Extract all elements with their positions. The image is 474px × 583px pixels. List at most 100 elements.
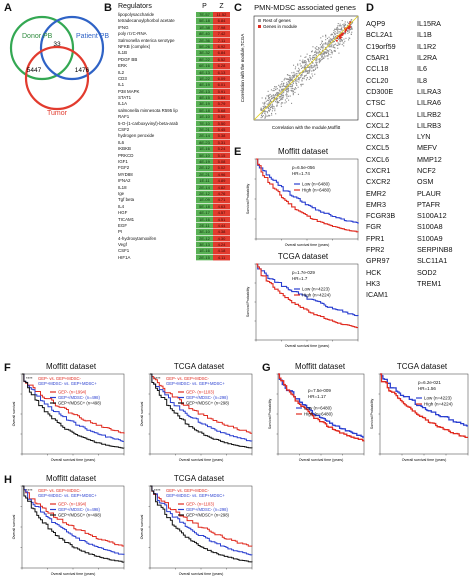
scatter-point-rest [304,71,306,73]
scatter-point-rest [294,68,296,70]
scatter-point-rest [337,42,339,44]
scatter-point-rest [303,76,305,78]
km-h-tcga-title: TCGA dataset [173,474,225,483]
scatter-point-module [341,34,344,36]
gene-name: TREM1 [417,278,442,288]
scatter-point-rest [343,27,345,29]
scatter-point-rest [342,42,344,44]
regulator-name: STAT1 [118,95,132,101]
km-legend-entry: GEP- (n=1103) [186,390,215,395]
scatter-point-rest [341,36,343,38]
km-legend-entry: GEP+/MDSC- (n=498) [58,395,100,400]
scatter-point-rest [274,86,276,88]
scatter-point-rest [347,30,349,32]
scatter-point-rest [288,95,290,97]
km-ylabel: Survival Probability [246,287,250,318]
scatter-point-rest [272,108,274,110]
scatter-point-rest [351,28,353,30]
scatter-point-rest [308,69,310,71]
scatter-point-module [340,33,343,35]
scatter-point-rest [306,64,308,66]
regulator-name: hydrogen peroxide [118,133,155,139]
scatter-point-rest [351,31,353,33]
scatter-point-rest [306,71,308,73]
scatter-point-rest [262,105,264,107]
gene-row: CTSC LILRA6 [366,97,468,108]
scatter-point-rest [335,36,337,38]
scatter-point-rest [343,25,345,27]
scatter-point-rest [314,64,316,66]
regulator-row: CD3 1E-22 6.09 [118,75,230,83]
scatter-point-rest [323,53,325,55]
regulator-row: IKBKB 1E-16 5.24 [118,146,230,153]
gene-row: CXCL5 MEFV [366,142,468,153]
regulator-z-score: 7.11 [213,37,230,44]
gene-row: FPR2 SERPINB8 [366,244,468,255]
scatter-point-rest [264,112,266,114]
scatter-point-rest [291,79,293,81]
scatter-point-rest [324,42,326,44]
scatter-point-rest [307,66,309,68]
scatter-point-rest [288,74,290,76]
scatter-point-rest [295,78,297,80]
scatter-point-rest [318,60,320,62]
scatter-point-rest [333,36,335,38]
regulator-z-score: 6.01 [213,82,230,89]
regulators-col-p: P [202,3,207,10]
scatter-point-rest [320,53,322,55]
km-axes-frame [255,158,359,240]
scatter-point-rest [290,79,292,81]
scatter-point-rest [294,73,296,75]
scatter-point-rest [273,90,275,92]
scatter-point-rest [341,40,343,42]
scatter-point-rest [285,101,287,103]
scatter-point-rest [311,50,313,52]
gene-name: LILRB3 [417,120,441,130]
scatter-point-rest [341,26,343,28]
scatter-point-rest [282,95,284,97]
regulator-row: 4-hydroxytamoxifen 2E-12 4.30 [118,235,230,243]
scatter-point-rest [271,94,273,96]
km-xlabel: Overall survival time (years) [179,458,224,462]
scatter-point-rest [295,66,297,68]
regulator-z-score: 5.15 [213,152,230,159]
scatter-point-rest [270,89,272,91]
scatter-point-rest [324,55,326,57]
scatter-point-rest [282,89,284,91]
scatter-point-rest [322,48,324,50]
scatter-point-rest [303,61,305,63]
regulator-row: Tgf beta 1E-09 4.71 [118,197,230,204]
scatter-point-rest [263,107,265,109]
scatter-point-rest [303,62,305,64]
scatter-point-rest [265,97,267,99]
km-e-tcga-plot: Survival Probability Overall survival tim… [246,263,359,348]
scatter-point-rest [336,44,338,46]
scatter-point-rest [291,77,293,79]
regulator-p-value: 1E-16 [196,248,213,255]
scatter-point-rest [275,113,277,115]
regulator-name: EGF [118,222,128,228]
scatter-point-rest [311,70,313,72]
regulator-name: IL1 [118,82,125,88]
scatter-point-rest [271,98,273,100]
regulator-name: MYD88 [118,171,133,177]
gene-name: S100A8 [417,222,443,232]
gene-row: ICAM1 [366,289,468,300]
scatter-point-rest [314,68,316,70]
scatter-point-rest [265,114,267,116]
scatter-point-rest [340,27,342,29]
km-e-tcga-title: TCGA dataset [277,252,329,261]
scatter-point-rest [270,106,272,108]
scatter-point-rest [296,80,298,82]
scatter-point-rest [276,98,278,100]
km-legend-entry: GEP+/MDSC- (n=298) [186,507,228,512]
scatter-point-rest [278,92,280,94]
regulator-row: IL18 2E-14 4.82 [118,184,230,191]
scatter-point-rest [315,67,317,69]
scatter-point-rest [323,51,325,53]
km-legend-entry: GEP- (n=1103) [186,502,215,507]
scatter-point-rest [343,45,345,47]
regulator-name: RAF1 [118,114,130,120]
scatter-point-rest [286,82,288,84]
scatter-point-module [339,34,342,37]
